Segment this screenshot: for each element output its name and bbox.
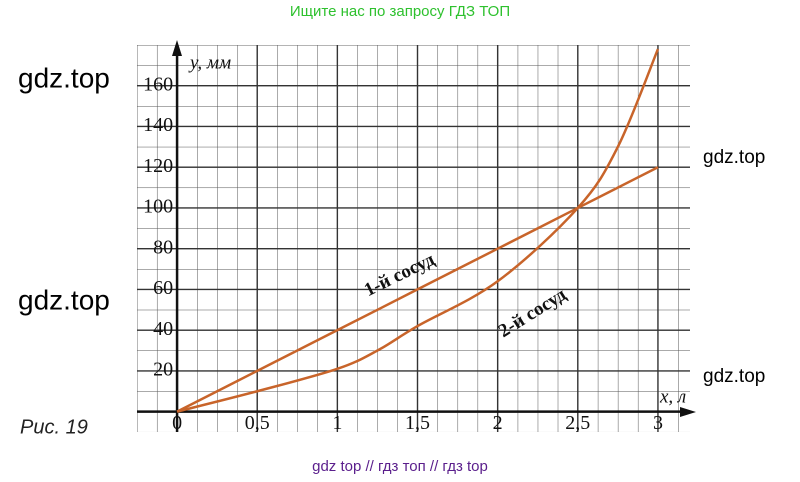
grid-cells: [137, 45, 690, 432]
series-line: [176, 48, 660, 413]
y-tick-label: 140: [143, 114, 173, 136]
header: Ищите нас по запросу ГДЗ ТОП: [290, 3, 510, 20]
watermark: gdz.top: [703, 147, 765, 168]
y-tick-label: 20: [153, 358, 173, 380]
y-tick-label: 80: [153, 236, 173, 258]
y-tick-label: 40: [153, 318, 173, 340]
y-tick-label: 100: [143, 196, 173, 218]
figure-label: Рис. 19: [20, 416, 88, 438]
x-tick-label: 1,5: [405, 412, 430, 434]
x-tick-label: 1: [332, 412, 342, 434]
watermark: gdz.top: [703, 366, 765, 387]
footer: gdz top // гдз топ // гдз top: [312, 458, 488, 475]
x-tick-label: 2,5: [565, 412, 590, 434]
x-tick-label: 3: [653, 412, 663, 434]
y-tick-label: 120: [143, 155, 173, 177]
watermark: gdz.top: [18, 62, 110, 93]
x-axis-label: x, л: [659, 386, 686, 407]
y-tick-label: 160: [143, 73, 173, 95]
x-tick-label: 2: [493, 412, 503, 434]
y-axis-label: y, мм: [188, 52, 231, 73]
x-tick-label: 0,5: [245, 412, 270, 434]
y-tick-label: 60: [153, 277, 173, 299]
watermark: gdz.top: [18, 284, 110, 315]
